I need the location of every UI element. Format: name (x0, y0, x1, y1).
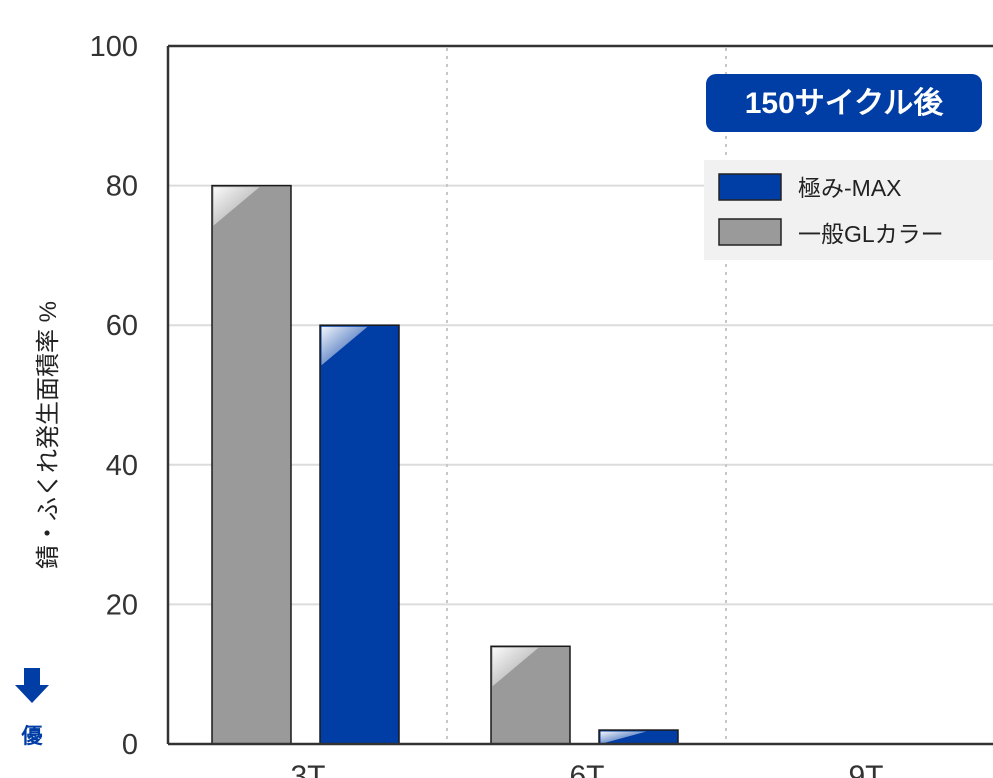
bar-body (319, 324, 400, 745)
axes-layer (166, 44, 993, 746)
bar-gloss (321, 326, 368, 366)
legend-swatch-general-gl (718, 218, 782, 246)
labels-layer: 0 20 40 60 80 100 3T 6T 9T (90, 31, 884, 778)
legend-label-kiwami-max: 極み-MAX (798, 175, 902, 201)
legend-label-general-gl: 一般GLカラー (798, 221, 944, 247)
x-tick-label: 6T (569, 760, 604, 778)
better-label: 優 (21, 725, 44, 748)
bars-layer (211, 184, 679, 745)
bar (319, 324, 400, 745)
y-tick-label: 60 (106, 310, 138, 342)
y-tick-label: 0 (122, 729, 138, 761)
chart-title: 150サイクル後 (745, 87, 945, 120)
x-tick-label: 3T (290, 760, 325, 778)
bar (211, 184, 292, 745)
y-tick-label: 100 (90, 31, 138, 63)
y-tick-label: 20 (106, 589, 138, 621)
legend-swatch-kiwami-max (718, 173, 782, 201)
y-axis-label: 錆・ふくれ発生面積率 % (35, 301, 62, 569)
bar (598, 729, 679, 745)
down-arrow-icon (15, 668, 49, 703)
better-indicator: 優 (15, 668, 49, 748)
title-badge: 150サイクル後 (706, 74, 982, 132)
bar-body (211, 184, 292, 745)
y-tick-label: 80 (106, 171, 138, 203)
legend: 極み-MAX 一般GLカラー (704, 160, 993, 260)
bar-gloss (600, 731, 647, 744)
x-tick-label: 9T (848, 760, 883, 778)
bar (490, 645, 571, 745)
title-badge-bg (706, 74, 982, 132)
y-tick-label: 40 (106, 450, 138, 482)
bar-gloss (213, 187, 260, 226)
bar-gloss (492, 647, 539, 687)
